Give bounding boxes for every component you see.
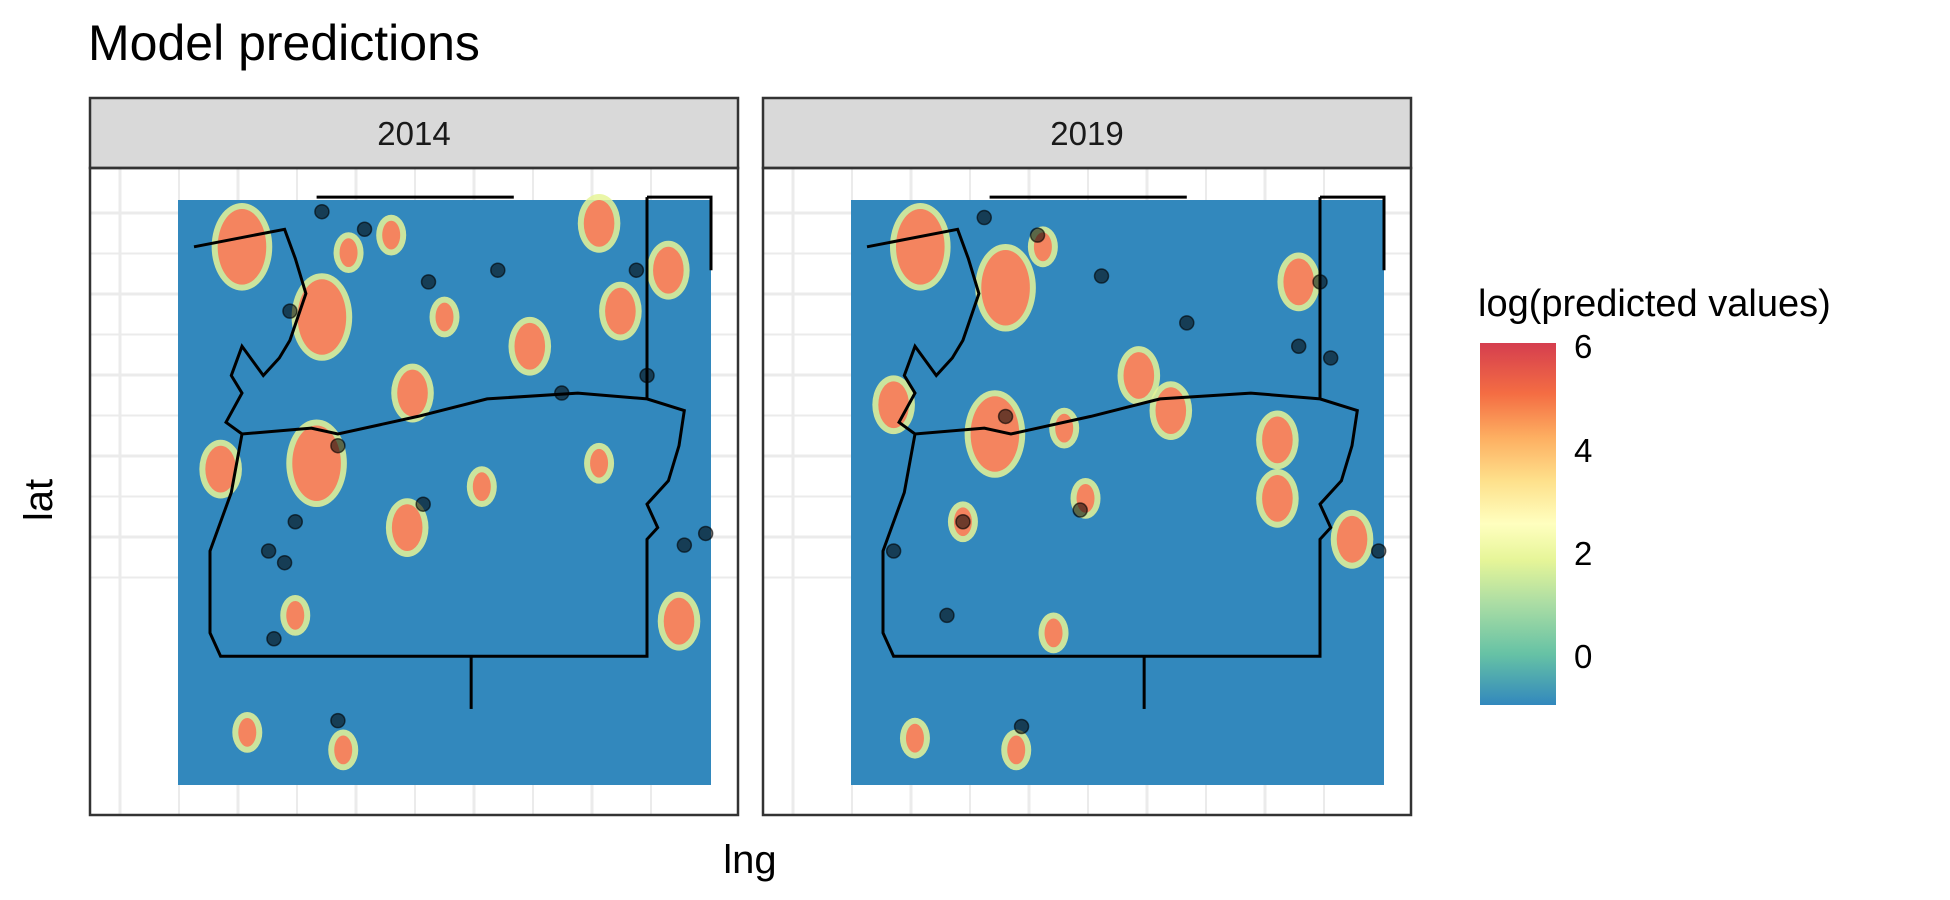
observation-point (287, 514, 304, 530)
facet-strip-label: 2019 (1050, 115, 1123, 152)
hotspot (1044, 618, 1063, 648)
x-axis-title: lng (723, 838, 776, 882)
hotspot (653, 246, 684, 294)
legend-tick-label: 6 (1574, 328, 1592, 365)
legend-title: log(predicted values) (1478, 283, 1831, 325)
hotspot (605, 287, 636, 335)
hotspot (391, 504, 423, 551)
hotspot (205, 445, 236, 493)
hotspot (382, 220, 401, 250)
hotspot (1262, 416, 1293, 464)
observation-point (330, 437, 346, 454)
observation-point (1290, 338, 1307, 354)
hotspot (583, 200, 615, 247)
hotspot (238, 717, 257, 747)
observation-point (955, 514, 971, 530)
legend: log(predicted values) 6 4 2 0 (1478, 283, 1831, 705)
observation-point (314, 203, 330, 220)
legend-colorbar (1480, 343, 1556, 705)
observation-point (282, 303, 298, 319)
observation-point (415, 496, 431, 512)
hotspot (292, 425, 341, 502)
hotspot (590, 448, 609, 478)
observation-point (1029, 227, 1046, 243)
hotspot (217, 209, 267, 285)
hotspot (981, 249, 1030, 326)
observation-point (939, 607, 955, 624)
panel-border (88, 166, 740, 817)
hotspot (297, 279, 347, 355)
hotspot (878, 381, 909, 429)
hotspot (1123, 352, 1155, 399)
observation-point (330, 712, 346, 729)
hotspot (905, 723, 924, 753)
hotspot (435, 302, 454, 332)
hotspot (514, 322, 546, 370)
hotspot (1055, 413, 1074, 443)
hotspot (1336, 515, 1368, 563)
observation-point (1322, 350, 1339, 366)
hotspot (1283, 258, 1315, 306)
observation-point (420, 274, 437, 290)
state-boundary (647, 195, 713, 271)
observation-point (554, 385, 570, 401)
hotspot (1262, 474, 1293, 522)
hotspot (472, 472, 491, 502)
chart-title: Model predictions (88, 15, 480, 71)
observation-point (266, 631, 282, 647)
hotspot (339, 238, 358, 268)
observation-point (997, 408, 1014, 425)
state-boundary (1320, 195, 1386, 271)
legend-tick-label: 0 (1574, 638, 1592, 675)
observation-point (1013, 718, 1030, 735)
observation-point (676, 537, 693, 553)
observation-point (356, 221, 373, 237)
legend-tick-label: 4 (1574, 432, 1592, 469)
state-boundary (193, 227, 686, 658)
legend-tick-label: 2 (1574, 535, 1592, 572)
facet-panel-2014: 2014 (88, 96, 740, 817)
hotspot (1007, 735, 1026, 765)
observation-point (885, 543, 902, 559)
hotspot (895, 209, 945, 285)
hotspot (334, 735, 353, 765)
observation-point (276, 554, 293, 571)
facet-strip-label: 2014 (377, 115, 450, 152)
observation-point (1179, 315, 1195, 331)
observation-point (1370, 543, 1387, 559)
observation-point (1312, 274, 1328, 290)
observation-point (1072, 502, 1088, 518)
state-boundary (866, 227, 1359, 658)
hotspot (286, 600, 305, 630)
facet-panels: 2014 2019 (88, 96, 1413, 817)
observation-point (490, 262, 506, 278)
hotspot (397, 369, 428, 417)
observation-point (976, 209, 992, 226)
observation-point (697, 525, 714, 542)
observation-point (628, 262, 645, 278)
hotspot (1155, 387, 1187, 434)
hotspot (663, 597, 695, 645)
observation-point (639, 367, 655, 384)
observation-point (1093, 268, 1110, 284)
observation-point (260, 543, 277, 559)
facet-panel-2019: 2019 (761, 96, 1413, 817)
panel-border (761, 166, 1413, 817)
y-axis-title: lat (17, 479, 61, 521)
